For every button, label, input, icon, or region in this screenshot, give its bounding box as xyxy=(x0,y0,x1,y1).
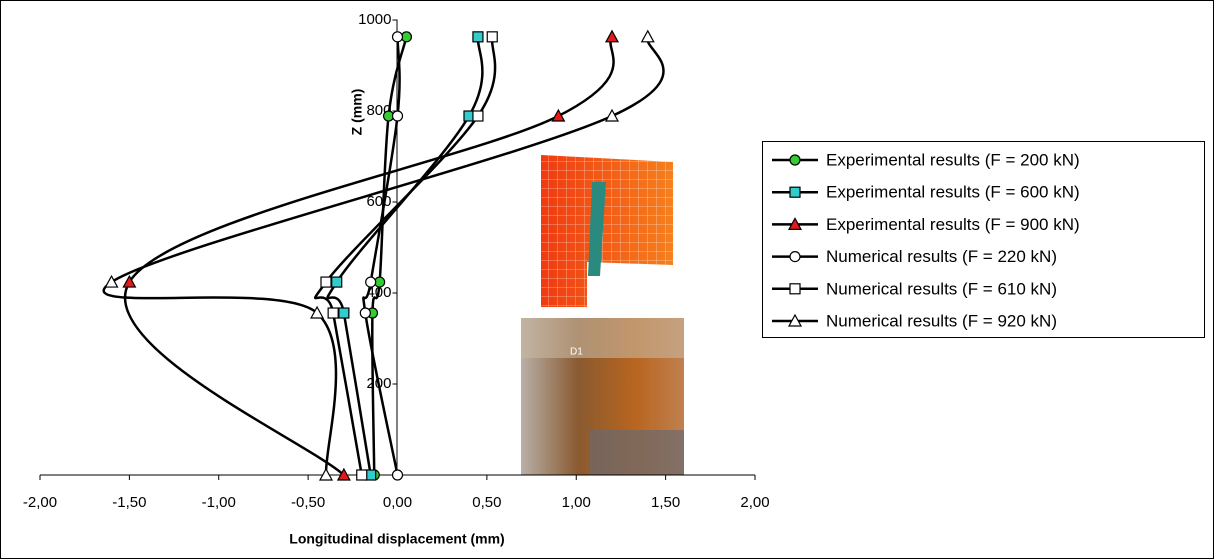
legend xyxy=(763,142,1205,338)
marker xyxy=(393,32,403,42)
marker xyxy=(473,111,483,121)
x-axis-title: Longitudinal displacement (mm) xyxy=(289,531,504,547)
legend-marker xyxy=(790,155,800,165)
x-tick-label: 0,50 xyxy=(472,494,501,511)
marker xyxy=(328,308,338,318)
legend-marker xyxy=(790,252,800,262)
marker xyxy=(339,308,349,318)
marker xyxy=(360,308,370,318)
y-tick-label: 1000 xyxy=(358,11,391,28)
marker xyxy=(366,277,376,287)
marker xyxy=(393,470,403,480)
y-axis-title: Z (mm) xyxy=(349,89,365,136)
x-tick-label: 0,00 xyxy=(383,494,412,511)
x-tick-label: -0,50 xyxy=(291,494,325,511)
x-tick-label: -1,50 xyxy=(112,494,146,511)
legend-label: Numerical results (F = 610 kN) xyxy=(826,279,1057,298)
marker xyxy=(393,111,403,121)
svg-text:D1: D1 xyxy=(570,347,583,358)
legend-marker xyxy=(790,187,800,197)
legend-label: Numerical results (F = 920 kN) xyxy=(826,311,1057,330)
legend-label: Experimental results (F = 900 kN) xyxy=(826,215,1080,234)
legend-label: Experimental results (F = 600 kN) xyxy=(826,183,1080,202)
x-tick-label: 1,50 xyxy=(651,494,680,511)
x-tick-label: -1,00 xyxy=(202,494,236,511)
x-tick-label: 1,00 xyxy=(562,494,591,511)
legend-marker xyxy=(790,284,800,294)
legend-label: Numerical results (F = 220 kN) xyxy=(826,247,1057,266)
photo-inset: D1 xyxy=(521,318,684,475)
marker xyxy=(357,470,367,480)
marker xyxy=(332,277,342,287)
marker xyxy=(473,32,483,42)
marker xyxy=(487,32,497,42)
chart: D1 Longitudinal displacement (mm) Z (mm)… xyxy=(0,0,1214,559)
x-tick-label: 2,00 xyxy=(740,494,769,511)
legend-label: Experimental results (F = 200 kN) xyxy=(826,150,1080,169)
marker xyxy=(321,277,331,287)
x-tick-label: -2,00 xyxy=(23,494,57,511)
